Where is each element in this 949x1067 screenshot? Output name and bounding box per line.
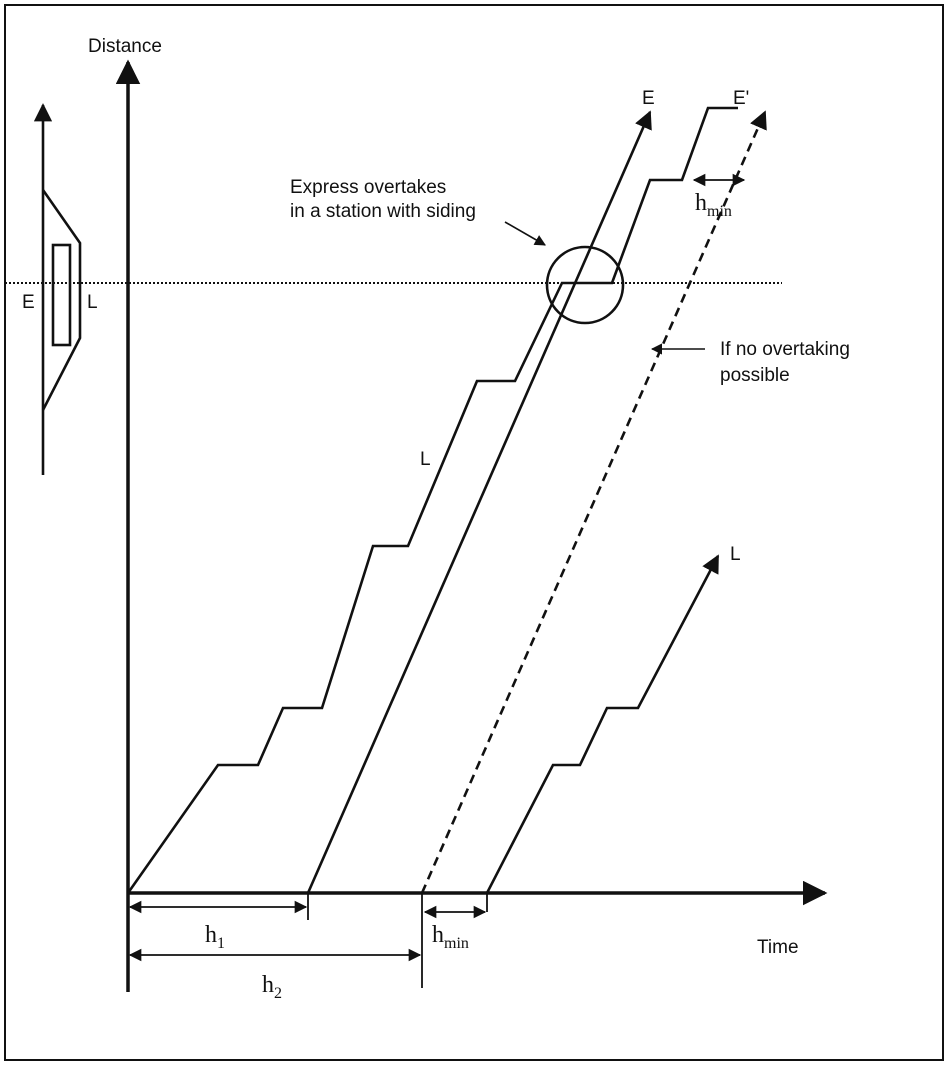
express-delayed-label: E' (733, 88, 749, 109)
station-icon (33, 103, 82, 475)
h-sub: min (444, 935, 469, 952)
station-left: E (22, 292, 35, 313)
overtake-line: Express overtakes (290, 177, 446, 198)
local-train-1 (126, 106, 738, 894)
h-base: h (262, 972, 274, 998)
overtake-arrow (504, 221, 546, 246)
h-sub: 2 (274, 985, 282, 1002)
h1: h1 (205, 922, 225, 952)
h-min-top: hmin (695, 190, 732, 220)
no-overtake-line: possible (720, 365, 790, 386)
station-right: L (87, 292, 98, 313)
h-sub: 1 (217, 935, 225, 952)
frame (4, 4, 944, 1061)
no-overtake-note: If no overtaking possible (720, 339, 855, 386)
overtake-line: in a station with siding (290, 201, 476, 222)
h2: h2 (262, 972, 282, 1002)
no-overtake-line: If no overtaking (720, 339, 850, 360)
express-delayed (420, 110, 767, 894)
overtake-circle (545, 245, 625, 325)
local-train-2 (485, 554, 720, 894)
y-axis-label: Distance (88, 36, 162, 57)
local-2-label: L (730, 544, 741, 565)
local-1-label: L (420, 449, 431, 470)
h-base: h (695, 190, 707, 216)
h-sub: min (707, 203, 732, 220)
h-base: h (432, 922, 444, 948)
overtake-note: Express overtakes in a station with sidi… (290, 177, 476, 222)
h-base: h (205, 922, 217, 948)
express-train (306, 110, 652, 894)
h-min-bottom: hmin (432, 922, 469, 952)
express-label: E (642, 88, 655, 109)
x-axis-label: Time (757, 937, 799, 958)
